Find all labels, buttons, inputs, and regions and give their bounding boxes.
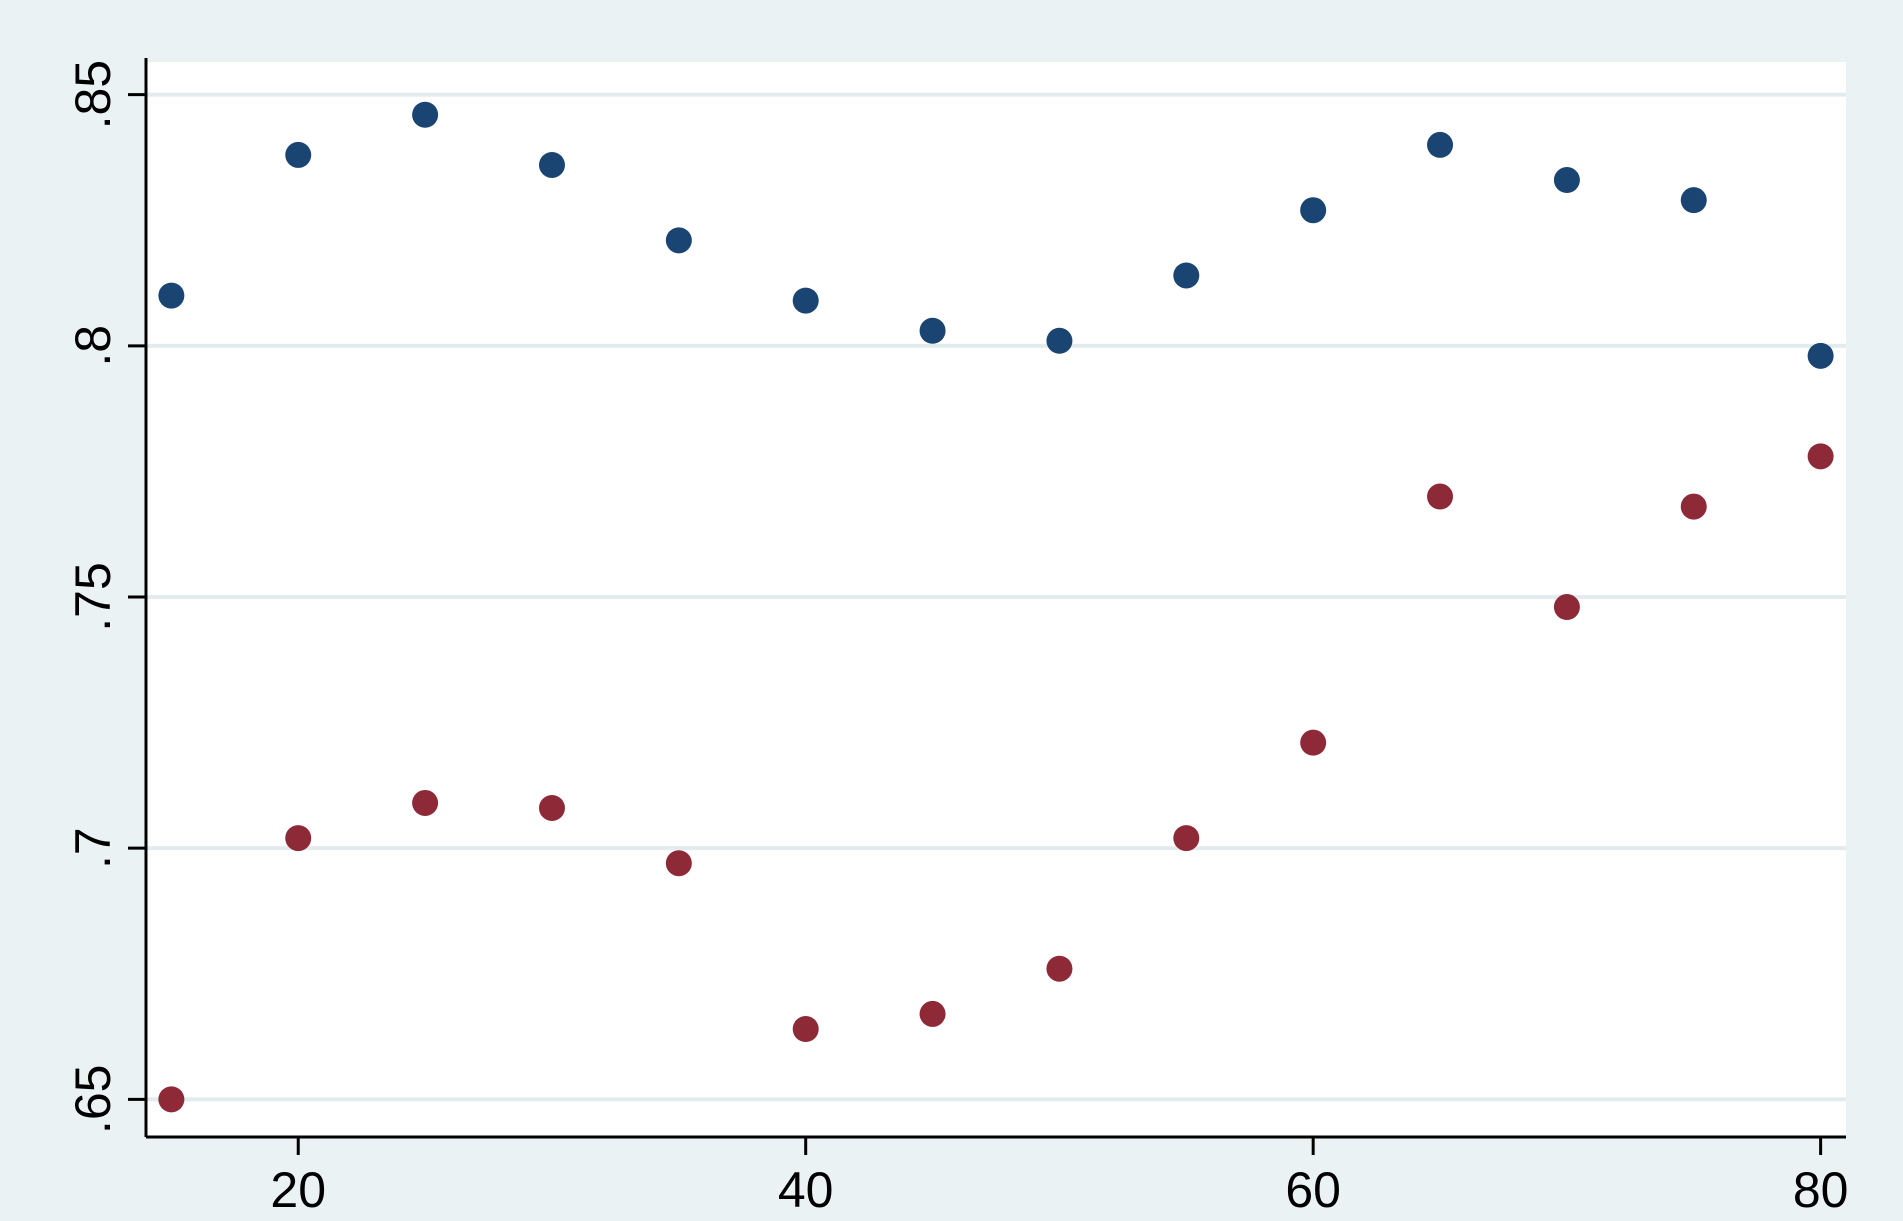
y-tick-label: .85 (65, 60, 121, 130)
data-point-series-2 (1553, 594, 1580, 621)
data-point-series-2 (1680, 493, 1707, 520)
data-points (158, 101, 1834, 1113)
data-point-series-1 (1807, 342, 1834, 369)
x-tick-label: 40 (778, 1162, 834, 1218)
data-point-series-2 (412, 789, 439, 816)
data-point-series-2 (538, 794, 565, 821)
y-tick-label: .7 (65, 827, 121, 869)
data-point-series-1 (792, 287, 819, 314)
data-point-series-1 (285, 141, 312, 168)
data-point-series-2 (1807, 443, 1834, 470)
data-point-series-2 (1046, 955, 1073, 982)
data-point-series-1 (1046, 327, 1073, 354)
data-point-series-2 (1173, 825, 1200, 852)
x-tick-label: 80 (1793, 1162, 1849, 1218)
y-tick-label: .65 (65, 1065, 121, 1135)
data-point-series-1 (538, 151, 565, 178)
data-point-series-2 (285, 825, 312, 852)
y-tick-label: .8 (65, 325, 121, 367)
y-tick-label: .75 (65, 562, 121, 632)
tick-labels: .65 .7 .75 .8 .85 20 40 60 80 (65, 60, 1848, 1218)
data-point-series-1 (1680, 187, 1707, 214)
data-point-series-1 (1173, 262, 1200, 289)
data-point-series-1 (158, 282, 185, 309)
x-tick-label: 20 (270, 1162, 326, 1218)
data-point-series-1 (1553, 167, 1580, 194)
data-point-series-1 (919, 317, 946, 344)
plot-area (146, 62, 1846, 1137)
data-point-series-2 (792, 1015, 819, 1042)
data-point-series-2 (1300, 729, 1327, 756)
data-point-series-2 (1427, 483, 1454, 510)
data-point-series-1 (665, 227, 692, 254)
x-tick-label: 60 (1285, 1162, 1341, 1218)
data-point-series-1 (412, 101, 439, 128)
data-point-series-2 (919, 1000, 946, 1027)
data-point-series-2 (665, 850, 692, 877)
axes (128, 58, 1846, 1155)
data-point-series-2 (158, 1086, 185, 1113)
data-point-series-1 (1300, 197, 1327, 224)
data-point-series-1 (1427, 131, 1454, 158)
